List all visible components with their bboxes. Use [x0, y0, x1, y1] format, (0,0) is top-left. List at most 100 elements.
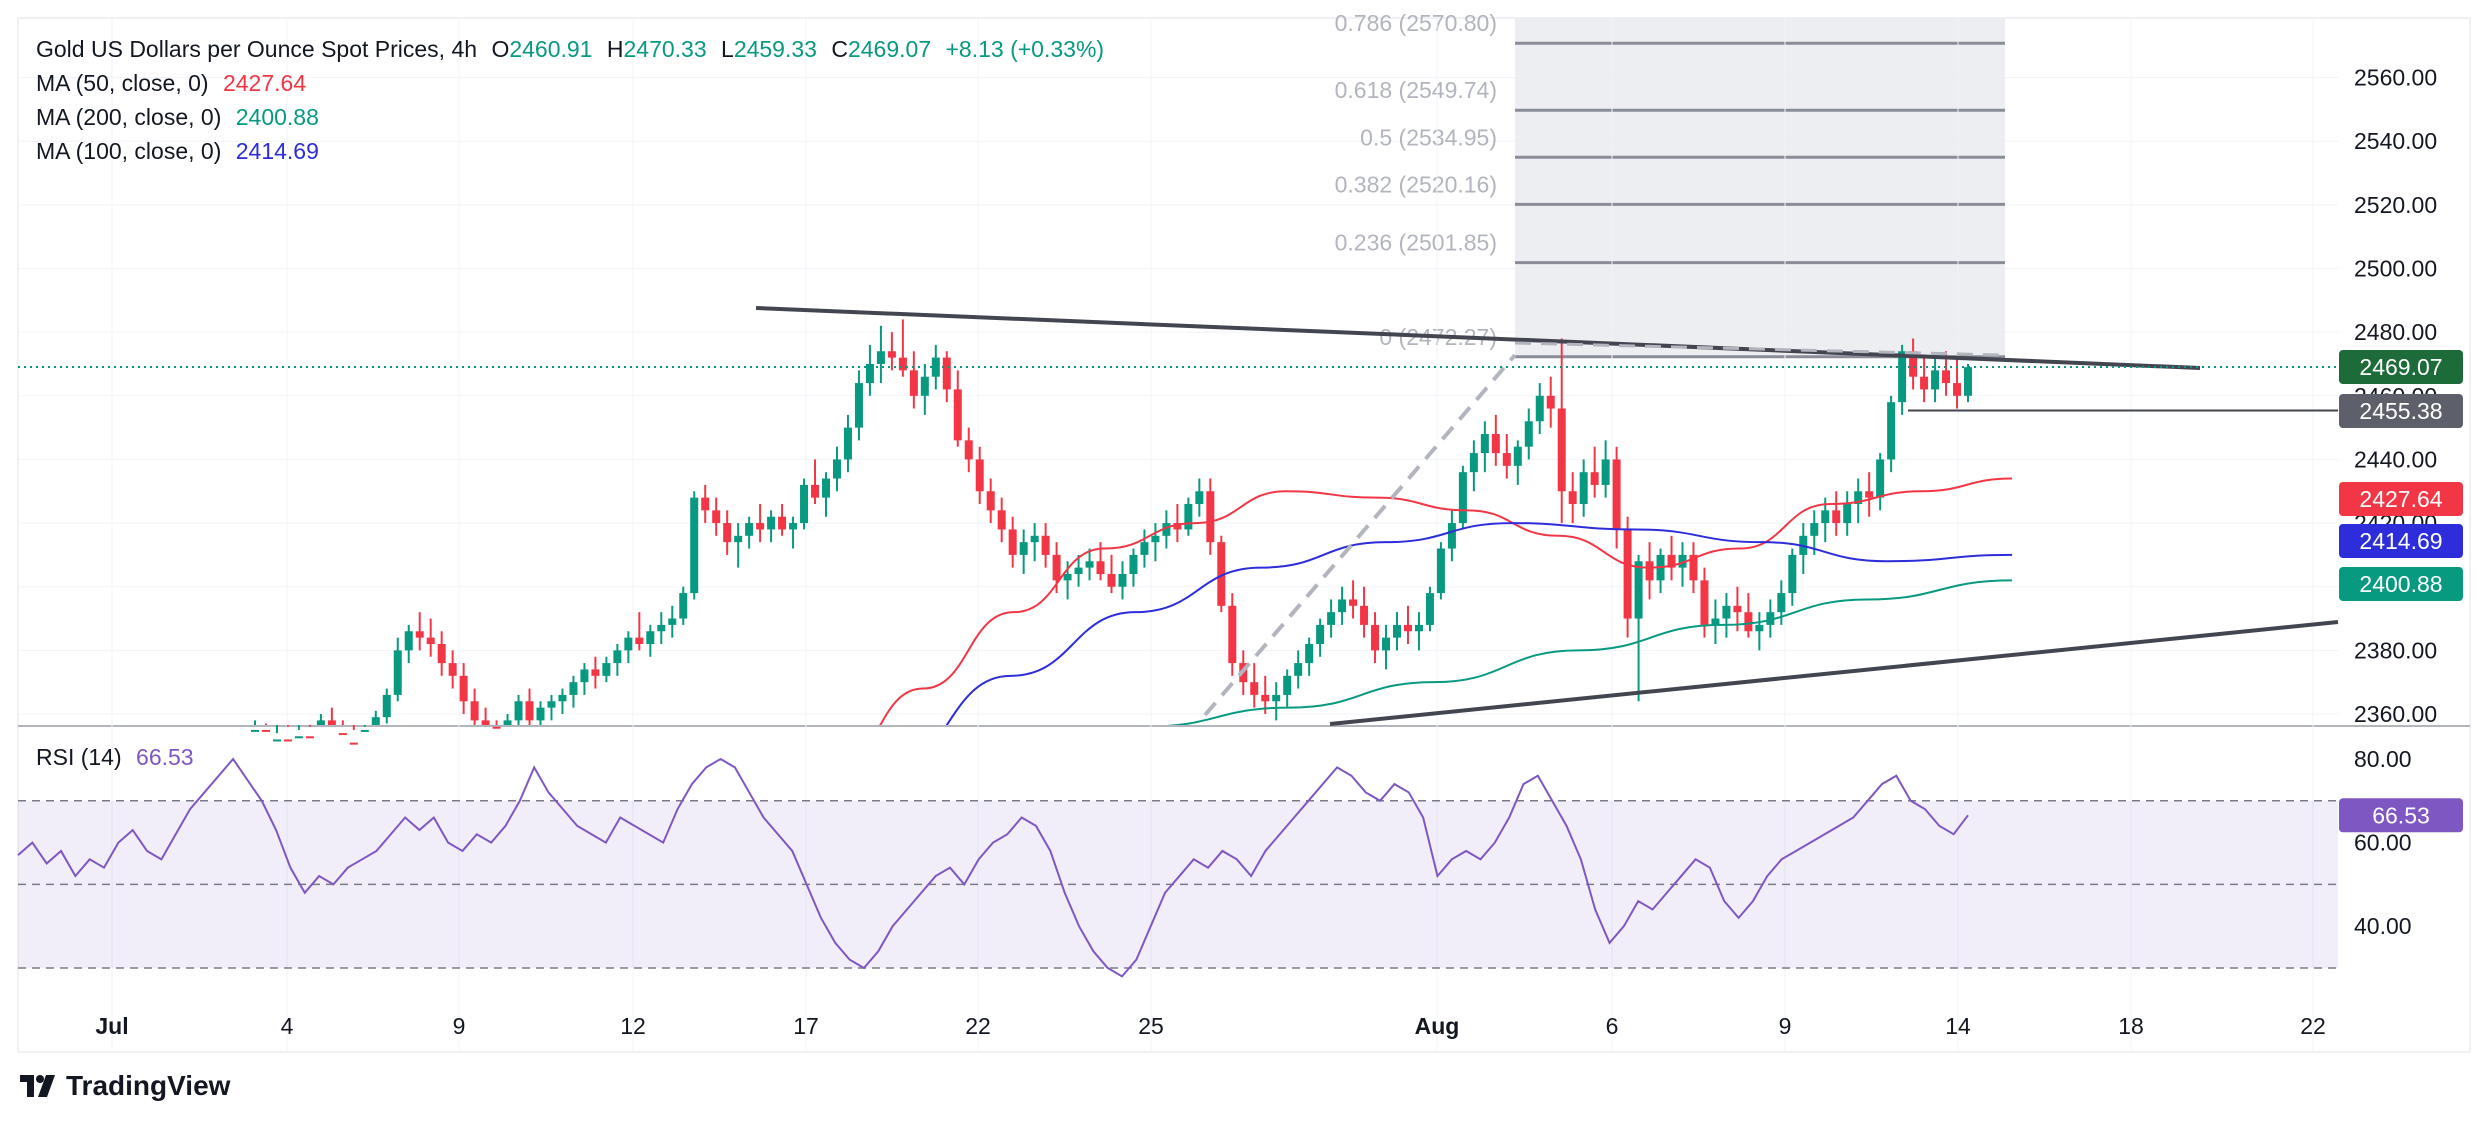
- candle-body: [261, 729, 270, 732]
- candle-body: [1327, 612, 1336, 625]
- candle-body: [1393, 624, 1401, 638]
- ma100-legend[interactable]: MA (100, close, 0) 2414.69: [36, 134, 327, 168]
- candle-body: [1689, 554, 1698, 581]
- candle-body: [371, 717, 380, 725]
- candle-body: [1129, 554, 1138, 574]
- candle-body: [646, 631, 655, 644]
- candle-body: [1272, 694, 1281, 702]
- price-tag: [2339, 524, 2463, 558]
- candle-body: [1634, 561, 1643, 619]
- ma200-legend[interactable]: MA (200, close, 0) 2400.88: [36, 100, 327, 134]
- chart-legend-ohlc: Gold US Dollars per Ounce Spot Prices, 4…: [36, 32, 1112, 66]
- upper-trendline: [755, 306, 2201, 370]
- rsi-line: [17, 757, 1969, 978]
- candle-body: [1195, 491, 1204, 504]
- candle-body: [338, 733, 347, 736]
- price-tag: [2339, 567, 2463, 601]
- candle-body: [272, 739, 281, 742]
- price-tick-label: 2360.00: [2354, 701, 2437, 727]
- price-tick-label: 2440.00: [2354, 446, 2437, 472]
- change-value: +8.13 (+0.33%): [945, 36, 1105, 62]
- candle-body: [1261, 694, 1270, 702]
- candle-body: [294, 736, 303, 739]
- candle-body: [778, 516, 787, 530]
- tradingview-logo[interactable]: TradingView: [20, 1070, 230, 1102]
- candle-body: [591, 669, 600, 676]
- candle-body: [1942, 370, 1951, 384]
- fib-level-label: 0.618 (2549.74): [1335, 77, 1497, 103]
- candle-body: [1316, 624, 1325, 644]
- price-tick-label: 2540.00: [2354, 128, 2437, 154]
- rsi-tag: [2339, 798, 2463, 833]
- candles-group: [251, 319, 1972, 745]
- fib-level-label: 0.382 (2520.16): [1335, 171, 1497, 197]
- fib-level-label: 0.5 (2534.95): [1360, 124, 1497, 150]
- candle-body: [789, 523, 798, 530]
- candle-body: [1162, 523, 1171, 536]
- time-tick-label: Aug: [1415, 1013, 1460, 1039]
- candle-body: [1535, 395, 1544, 422]
- candle-body: [426, 637, 435, 644]
- price-tick-label: 2500.00: [2354, 256, 2437, 282]
- candle-body: [1228, 605, 1237, 664]
- candle-body: [701, 497, 710, 511]
- candle-body: [1206, 491, 1215, 543]
- candle-body: [327, 720, 336, 725]
- rsi-value: 66.53: [136, 744, 194, 770]
- tradingview-logo-icon: [20, 1075, 55, 1097]
- candle-body: [635, 637, 644, 644]
- candle-body: [1151, 535, 1160, 543]
- candle-body: [1107, 573, 1116, 587]
- candle-body: [1568, 491, 1577, 504]
- candle-body: [1755, 624, 1764, 632]
- candle-body: [734, 535, 743, 543]
- candle-body: [1788, 554, 1797, 594]
- ma100-line: [945, 522, 2013, 725]
- candle-body: [832, 459, 841, 479]
- candle-body: [393, 650, 402, 695]
- fib-level-label: 0.236 (2501.85): [1335, 230, 1497, 256]
- candle-body: [1612, 459, 1621, 530]
- candle-body: [811, 484, 820, 498]
- candle-body: [1711, 618, 1720, 625]
- candle-body: [1722, 605, 1731, 619]
- candle-body: [1425, 593, 1434, 625]
- candle-body: [558, 694, 567, 702]
- fib-level-label: 0.786 (2570.80): [1335, 10, 1497, 36]
- low-label: L: [721, 36, 734, 62]
- candle-body: [1118, 573, 1127, 587]
- time-tick-label: 9: [1779, 1013, 1792, 1039]
- candle-body: [1447, 523, 1456, 549]
- candle-body: [360, 729, 369, 732]
- candle-body: [1887, 402, 1896, 460]
- time-tick-label: 18: [2118, 1013, 2144, 1039]
- candle-body: [1360, 605, 1369, 625]
- candle-body: [1250, 682, 1259, 695]
- candle-body: [569, 682, 578, 695]
- candle-body: [1744, 612, 1753, 632]
- candle-body: [349, 742, 358, 745]
- candle-body: [1184, 503, 1193, 530]
- candle-body: [909, 370, 918, 396]
- open-value: 2460.91: [509, 36, 593, 62]
- candle-body: [624, 637, 633, 651]
- candle-body: [1371, 624, 1380, 651]
- candle-body: [251, 729, 259, 732]
- candle-body: [986, 491, 995, 511]
- candle-body: [448, 663, 457, 676]
- price-tick-label: 2520.00: [2354, 192, 2437, 218]
- rsi-tick-label: 60.00: [2354, 830, 2412, 856]
- candle-body: [756, 523, 765, 530]
- ma50-legend[interactable]: MA (50, close, 0) 2427.64: [36, 66, 314, 100]
- candle-body: [547, 701, 556, 708]
- candle-body: [1843, 503, 1852, 524]
- candle-body: [679, 593, 688, 619]
- candle-body: [1777, 593, 1786, 613]
- candle-body: [613, 650, 622, 664]
- rsi-legend[interactable]: RSI (14) 66.53: [36, 740, 202, 774]
- ma50-label: MA (50, close, 0): [36, 70, 209, 96]
- ma50-line: [879, 477, 2013, 725]
- candle-body: [1283, 675, 1292, 695]
- candle-body: [800, 484, 809, 524]
